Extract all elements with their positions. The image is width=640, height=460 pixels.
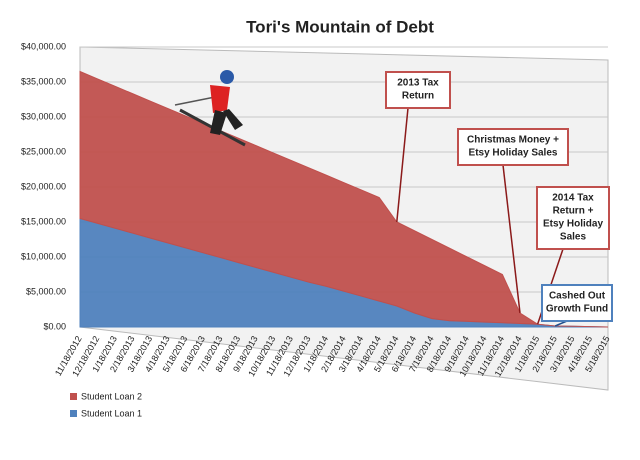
y-tick-label: $5,000.00 xyxy=(26,286,66,296)
annotation-text: Cashed Out xyxy=(549,291,606,302)
plot-area: $0.00 $5,000.00 $10,000.00 $15,000.00 $20,00… xyxy=(21,41,612,378)
annotation-arrow xyxy=(502,164,521,314)
annotation-box xyxy=(541,284,613,322)
y-tick-label: $0.00 xyxy=(43,321,66,331)
annotation-text: 2014 Tax xyxy=(552,193,594,204)
annotation-box xyxy=(457,128,569,166)
legend-swatch xyxy=(70,393,77,400)
area xyxy=(79,70,609,328)
y-tick-label: $35,000.00 xyxy=(21,76,66,86)
annotation-text: Sales xyxy=(560,232,587,243)
annotation-text: Etsy Holiday xyxy=(543,219,603,230)
y-tick-label: $30,000.00 xyxy=(21,111,66,121)
y-tick-label: $15,000.00 xyxy=(21,216,66,226)
chart-title: Tori's Mountain of Debt xyxy=(246,17,434,36)
annotation-box xyxy=(385,71,451,109)
annotation-text: Return + xyxy=(553,206,594,217)
legend-swatch xyxy=(70,410,77,417)
legend-label: Student Loan 2 xyxy=(81,391,142,401)
annotation-text: Etsy Holiday Sales xyxy=(469,148,558,159)
annotation-text: Christmas Money + xyxy=(467,135,559,146)
y-tick-label: $20,000.00 xyxy=(21,181,66,191)
annotation-text: 2013 Tax xyxy=(397,78,439,89)
annotation-text: Growth Fund xyxy=(546,304,608,315)
annotation-arrow xyxy=(396,107,409,223)
legend-label: Student Loan 1 xyxy=(81,408,142,418)
y-tick-label: $40,000.00 xyxy=(21,41,66,51)
annotation-text: Return xyxy=(402,91,434,102)
y-tick-label: $25,000.00 xyxy=(21,146,66,156)
annotation-box xyxy=(536,186,610,250)
y-tick-label: $10,000.00 xyxy=(21,251,66,261)
skier xyxy=(174,70,246,147)
